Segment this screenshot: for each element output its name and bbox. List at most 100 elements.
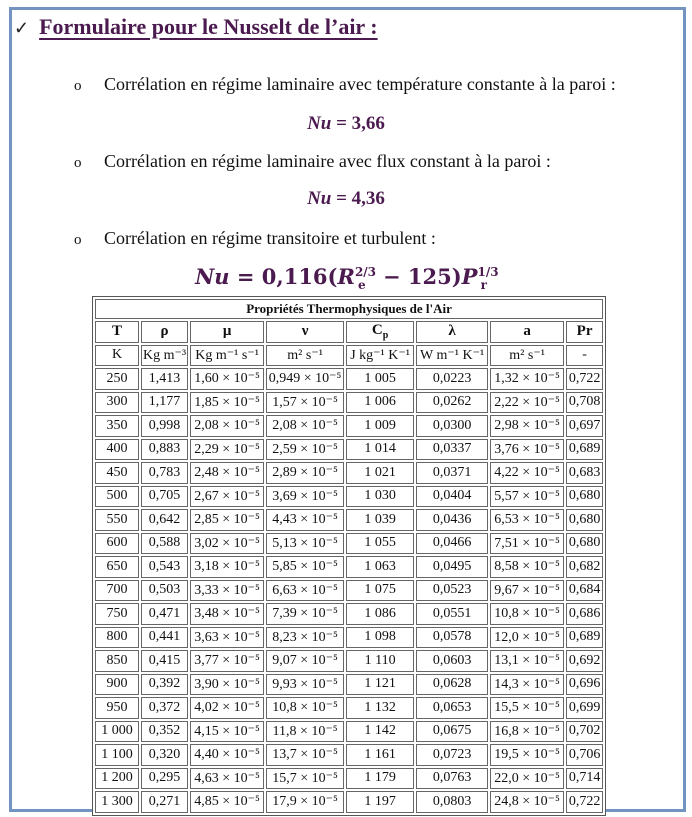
cell-conductivity: 0,0223 (416, 368, 489, 390)
cell-temperature: 700 (95, 579, 139, 601)
cell-heat-capacity: 1 021 (346, 462, 415, 484)
cell-kinematic-viscosity: 1,57 × 10⁻⁵ (266, 391, 345, 413)
cell-prandtl: 0,714 (566, 767, 604, 789)
cell-prandtl: 0,722 (566, 368, 604, 390)
cell-dynamic-viscosity: 2,67 × 10⁻⁵ (190, 485, 265, 507)
cell-conductivity: 0,0803 (416, 791, 489, 813)
cell-density: 1,177 (141, 391, 189, 413)
formula-lhs: Nu (195, 264, 230, 289)
cell-prandtl: 0,699 (566, 697, 604, 719)
cell-temperature: 650 (95, 556, 139, 578)
cell-density: 0,320 (141, 744, 189, 766)
cell-heat-capacity: 1 055 (346, 532, 415, 554)
cell-dynamic-viscosity: 2,48 × 10⁻⁵ (190, 462, 265, 484)
unit-diffusivity: m² s⁻¹ (490, 344, 565, 366)
cell-temperature: 850 (95, 650, 139, 672)
cell-prandtl: 0,682 (566, 556, 604, 578)
table-row: 800 0,441 3,63 × 10⁻⁵ 8,23 × 10⁻⁵ 1 098 0,057… (95, 626, 604, 648)
cell-temperature: 550 (95, 509, 139, 531)
formula-nu-constant-temperature: Nu = 3,66 (0, 113, 692, 135)
cell-prandtl: 0,689 (566, 438, 604, 460)
cell-temperature: 750 (95, 603, 139, 625)
cell-diffusivity: 16,8 × 10⁻⁵ (490, 720, 565, 742)
cell-diffusivity: 14,3 × 10⁻⁵ (490, 673, 565, 695)
cell-dynamic-viscosity: 3,02 × 10⁻⁵ (190, 532, 265, 554)
cell-temperature: 600 (95, 532, 139, 554)
cell-diffusivity: 7,51 × 10⁻⁵ (490, 532, 565, 554)
cell-diffusivity: 15,5 × 10⁻⁵ (490, 697, 565, 719)
cell-temperature: 1 000 (95, 720, 139, 742)
header-prandtl: Pr (566, 321, 604, 343)
circle-bullet-icon: o (74, 155, 82, 171)
cell-prandtl: 0,706 (566, 744, 604, 766)
cell-prandtl: 0,696 (566, 673, 604, 695)
cell-conductivity: 0,0603 (416, 650, 489, 672)
cell-temperature: 1 100 (95, 744, 139, 766)
cell-temperature: 450 (95, 462, 139, 484)
table-row: 400 0,883 2,29 × 10⁻⁵ 2,59 × 10⁻⁵ 1 014 0,033… (95, 438, 604, 460)
cell-diffusivity: 1,32 × 10⁻⁵ (490, 368, 565, 390)
header-density: ρ (141, 321, 189, 343)
cell-dynamic-viscosity: 4,40 × 10⁻⁵ (190, 744, 265, 766)
cell-diffusivity: 8,58 × 10⁻⁵ (490, 556, 565, 578)
cell-conductivity: 0,0466 (416, 532, 489, 554)
formula-nu-turbulent: Nu = 0,116(R2/3e − 125)P1/3r (0, 264, 692, 292)
cell-conductivity: 0,0523 (416, 579, 489, 601)
cell-kinematic-viscosity: 6,63 × 10⁻⁵ (266, 579, 345, 601)
cell-density: 0,503 (141, 579, 189, 601)
cell-prandtl: 0,680 (566, 509, 604, 531)
bullet-text: Corrélation en régime transitoire et tur… (104, 228, 436, 248)
unit-dynamic-viscosity: Kg m⁻¹ s⁻¹ (190, 344, 265, 366)
cell-diffusivity: 12,0 × 10⁻⁵ (490, 626, 565, 648)
cell-diffusivity: 24,8 × 10⁻⁵ (490, 791, 565, 813)
cell-temperature: 900 (95, 673, 139, 695)
cell-dynamic-viscosity: 2,85 × 10⁻⁵ (190, 509, 265, 531)
cell-density: 0,543 (141, 556, 189, 578)
bullet-item: o Corrélation en régime transitoire et tu… (74, 228, 436, 249)
cell-kinematic-viscosity: 10,8 × 10⁻⁵ (266, 697, 345, 719)
bullet-text: Corrélation en régime laminaire avec flu… (104, 151, 551, 171)
unit-kinematic-viscosity: m² s⁻¹ (266, 344, 345, 366)
formula-rhs: = 3,66 (331, 113, 385, 134)
cell-kinematic-viscosity: 2,08 × 10⁻⁵ (266, 415, 345, 437)
cell-conductivity: 0,0675 (416, 720, 489, 742)
cell-conductivity: 0,0578 (416, 626, 489, 648)
cell-prandtl: 0,722 (566, 791, 604, 813)
cell-prandtl: 0,689 (566, 626, 604, 648)
cell-prandtl: 0,697 (566, 415, 604, 437)
cell-density: 0,372 (141, 697, 189, 719)
table-row: 500 0,705 2,67 × 10⁻⁵ 3,69 × 10⁻⁵ 1 030 0,040… (95, 485, 604, 507)
header-conductivity: λ (416, 321, 489, 343)
cell-dynamic-viscosity: 1,85 × 10⁻⁵ (190, 391, 265, 413)
cell-dynamic-viscosity: 3,90 × 10⁻⁵ (190, 673, 265, 695)
header-temperature: T (95, 321, 139, 343)
cell-conductivity: 0,0337 (416, 438, 489, 460)
cell-prandtl: 0,686 (566, 603, 604, 625)
cell-dynamic-viscosity: 4,63 × 10⁻⁵ (190, 767, 265, 789)
cell-density: 0,998 (141, 415, 189, 437)
cell-prandtl: 0,708 (566, 391, 604, 413)
table-row: 450 0,783 2,48 × 10⁻⁵ 2,89 × 10⁻⁵ 1 021 0,037… (95, 462, 604, 484)
cell-temperature: 400 (95, 438, 139, 460)
cell-density: 0,271 (141, 791, 189, 813)
cell-conductivity: 0,0723 (416, 744, 489, 766)
cell-density: 1,413 (141, 368, 189, 390)
table-units-row: K Kg m⁻³ Kg m⁻¹ s⁻¹ m² s⁻¹ J kg⁻¹ K⁻¹ W m⁻¹ K… (95, 344, 604, 366)
table-row: 1 000 0,352 4,15 × 10⁻⁵ 11,8 × 10⁻⁵ 1 142 0,0… (95, 720, 604, 742)
formula-lhs: Nu (307, 113, 332, 134)
cell-kinematic-viscosity: 3,69 × 10⁻⁵ (266, 485, 345, 507)
prandtl-subscript: r (480, 278, 487, 293)
cell-prandtl: 0,692 (566, 650, 604, 672)
reynolds-symbol: R (337, 264, 355, 289)
cell-density: 0,642 (141, 509, 189, 531)
cell-prandtl: 0,680 (566, 485, 604, 507)
cell-heat-capacity: 1 086 (346, 603, 415, 625)
cell-conductivity: 0,0763 (416, 767, 489, 789)
cell-density: 0,392 (141, 673, 189, 695)
cell-heat-capacity: 1 197 (346, 791, 415, 813)
unit-prandtl: - (566, 344, 604, 366)
cell-heat-capacity: 1 132 (346, 697, 415, 719)
formula-nu-constant-flux: Nu = 4,36 (0, 188, 692, 210)
cell-conductivity: 0,0300 (416, 415, 489, 437)
